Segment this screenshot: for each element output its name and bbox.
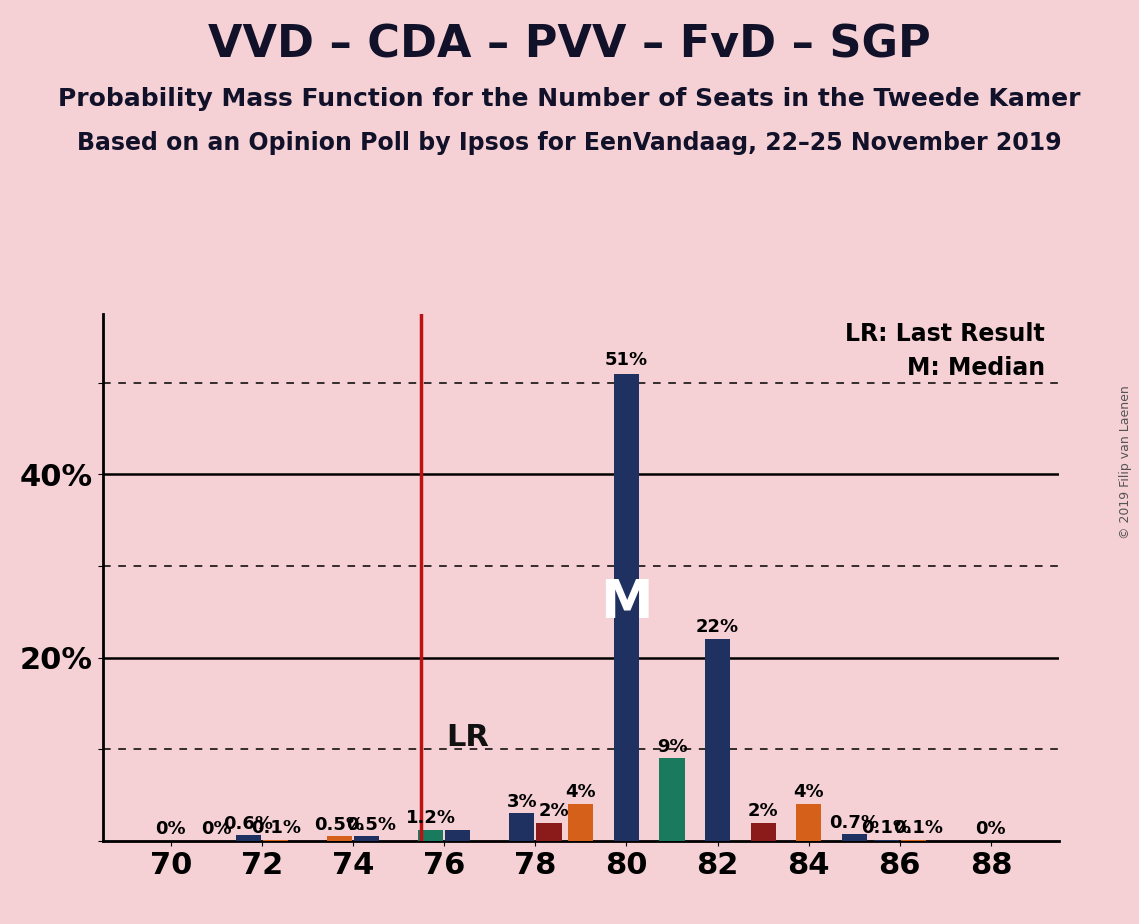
Text: LR: LR (446, 723, 490, 752)
Text: © 2019 Filip van Laenen: © 2019 Filip van Laenen (1120, 385, 1132, 539)
Text: 0.7%: 0.7% (829, 814, 879, 832)
Text: 0.1%: 0.1% (861, 820, 911, 837)
Bar (236, 835, 261, 841)
Text: 4%: 4% (794, 784, 823, 801)
Text: Based on an Opinion Poll by Ipsos for EenVandaag, 22–25 November 2019: Based on an Opinion Poll by Ipsos for Ee… (77, 131, 1062, 155)
Text: 9%: 9% (657, 737, 687, 756)
Bar (445, 830, 470, 841)
Text: 0.6%: 0.6% (223, 815, 273, 833)
Text: 0%: 0% (976, 821, 1006, 838)
Bar (705, 639, 730, 841)
Text: LR: Last Result: LR: Last Result (845, 322, 1044, 346)
Text: 1.2%: 1.2% (405, 809, 456, 827)
Text: M: M (600, 577, 653, 628)
Bar (418, 830, 443, 841)
Bar (751, 822, 776, 841)
Text: 22%: 22% (696, 617, 739, 636)
Text: 0%: 0% (202, 821, 231, 838)
Bar (659, 759, 685, 841)
Bar (568, 804, 593, 841)
Text: 3%: 3% (507, 793, 536, 810)
Text: 0%: 0% (156, 821, 186, 838)
Text: M: Median: M: Median (907, 357, 1044, 381)
Bar (509, 813, 534, 841)
Text: 2%: 2% (539, 802, 568, 820)
Bar (536, 822, 562, 841)
Text: 0.1%: 0.1% (251, 820, 301, 837)
Text: 0.1%: 0.1% (893, 820, 943, 837)
Text: 0.5%: 0.5% (314, 816, 364, 833)
Text: 0.5%: 0.5% (346, 816, 396, 833)
Text: 4%: 4% (566, 784, 596, 801)
Bar (354, 836, 379, 841)
Text: Probability Mass Function for the Number of Seats in the Tweede Kamer: Probability Mass Function for the Number… (58, 87, 1081, 111)
Text: VVD – CDA – PVV – FvD – SGP: VVD – CDA – PVV – FvD – SGP (208, 23, 931, 67)
Bar (842, 834, 867, 841)
Bar (796, 804, 821, 841)
Bar (327, 836, 352, 841)
Text: 51%: 51% (605, 351, 648, 369)
Text: 2%: 2% (748, 802, 778, 820)
Bar (614, 373, 639, 841)
